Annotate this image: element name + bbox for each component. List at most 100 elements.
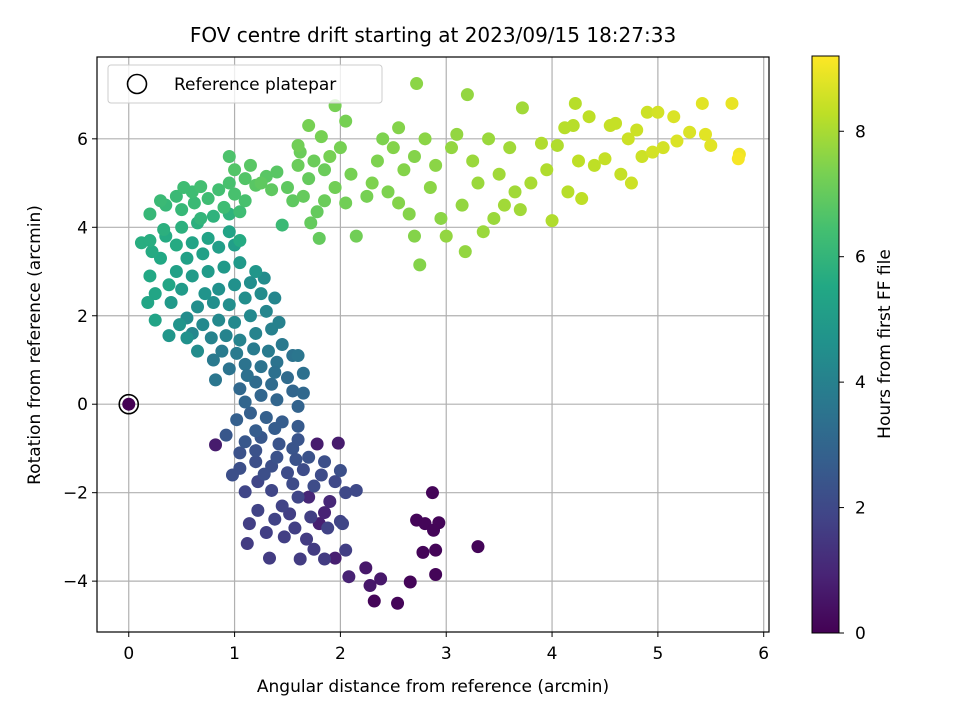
scatter-point (270, 393, 284, 407)
scatter-point (272, 437, 286, 451)
scatter-point (524, 176, 538, 190)
scatter-point (540, 163, 554, 177)
colorbar-tick-label: 2 (855, 499, 866, 519)
scatter-point (445, 141, 459, 155)
scatter-point (157, 223, 171, 236)
scatter-point (598, 152, 612, 166)
scatter-point (280, 371, 294, 385)
scatter-point (251, 503, 265, 517)
scatter-point (508, 185, 522, 199)
scatter-point (333, 141, 347, 155)
scatter-point (630, 123, 644, 137)
scatter-point (187, 196, 201, 210)
scatter-point (429, 158, 443, 172)
scatter-point (162, 278, 176, 292)
scatter-point (268, 512, 282, 526)
y-tick-label: −4 (63, 572, 88, 592)
scatter-point (254, 388, 268, 402)
colorbar-label: Hours from first FF file (875, 249, 895, 439)
scatter-point (304, 510, 318, 524)
scatter-point (407, 229, 421, 243)
scatter-point (365, 176, 379, 190)
scatter-point (259, 304, 273, 318)
scatter-point (296, 386, 310, 400)
scatter-point (476, 225, 490, 239)
scatter-point (185, 236, 199, 250)
scatter-point (307, 542, 321, 556)
scatter-point (328, 551, 342, 565)
scatter-point (148, 287, 162, 301)
colorbar-ticks: 0 2 4 6 8 (839, 122, 866, 644)
scatter-point (243, 406, 257, 420)
scatter-point (392, 121, 406, 135)
scatter-point (275, 499, 289, 513)
scatter-point (249, 455, 263, 469)
scatter-point (280, 466, 294, 480)
scatter-point (219, 428, 233, 442)
scatter-point (270, 165, 284, 179)
scatter-point (418, 132, 432, 146)
scatter-point (339, 196, 353, 210)
scatter-point (219, 329, 233, 343)
scatter-point (328, 180, 342, 194)
scatter-point (254, 176, 268, 190)
scatter-point (249, 265, 263, 279)
scatter-point (286, 384, 300, 398)
scatter-point (296, 189, 310, 203)
scatter-point (169, 189, 183, 203)
scatter-point (545, 214, 559, 228)
scatter-point (230, 413, 244, 427)
scatter-point (270, 355, 284, 369)
scatter-point (587, 158, 601, 172)
scatter-point (228, 163, 242, 177)
scatter-point (455, 198, 469, 212)
scatter-point (191, 344, 205, 358)
scatter-point (270, 450, 284, 464)
y-tick-label: 0 (77, 395, 88, 415)
scatter-point (413, 258, 427, 272)
scatter-point (333, 464, 347, 478)
scatter-point (487, 211, 501, 225)
scatter-point (249, 424, 263, 438)
scatter-point (254, 287, 268, 301)
scatter-point (458, 245, 472, 259)
scatter-point (209, 373, 223, 387)
scatter-point (143, 234, 157, 248)
scatter-point (191, 300, 205, 314)
scatter-point (314, 468, 328, 482)
scatter-point (310, 437, 324, 451)
y-tick-label: −2 (63, 484, 88, 504)
scatter-point (291, 419, 305, 433)
scatter-point (228, 187, 242, 201)
scatter-point (367, 594, 381, 608)
scatter-point (177, 180, 191, 194)
scatter-point (482, 132, 496, 146)
scatter-point (180, 251, 194, 265)
scatter-point (695, 96, 709, 110)
scatter-point (280, 180, 294, 194)
scatter-point (291, 349, 305, 363)
scatter-point (206, 353, 220, 367)
axes-layer: 0 1 2 3 4 5 6 −4 −2 0 2 4 6 (63, 130, 769, 664)
scatter-point (153, 194, 167, 208)
scatter-point (233, 333, 247, 347)
scatter-point (391, 596, 405, 610)
scatter-point (582, 110, 596, 124)
scatter-point (314, 130, 328, 144)
reference-data-point (122, 397, 136, 411)
scatter-point (374, 572, 388, 586)
scatter-point (238, 194, 252, 208)
scatter-point (204, 331, 218, 345)
scatter-point (175, 282, 189, 296)
scatter-point (201, 231, 215, 245)
scatter-point (233, 446, 247, 460)
scatter-point (209, 438, 223, 452)
scatter-point (328, 475, 342, 489)
scatter-point (196, 318, 210, 332)
colorbar-tick-label: 8 (855, 122, 866, 142)
scatter-point (143, 207, 157, 221)
scatter-point (318, 506, 332, 520)
scatter-point (141, 295, 155, 309)
scatter-point (410, 77, 424, 91)
